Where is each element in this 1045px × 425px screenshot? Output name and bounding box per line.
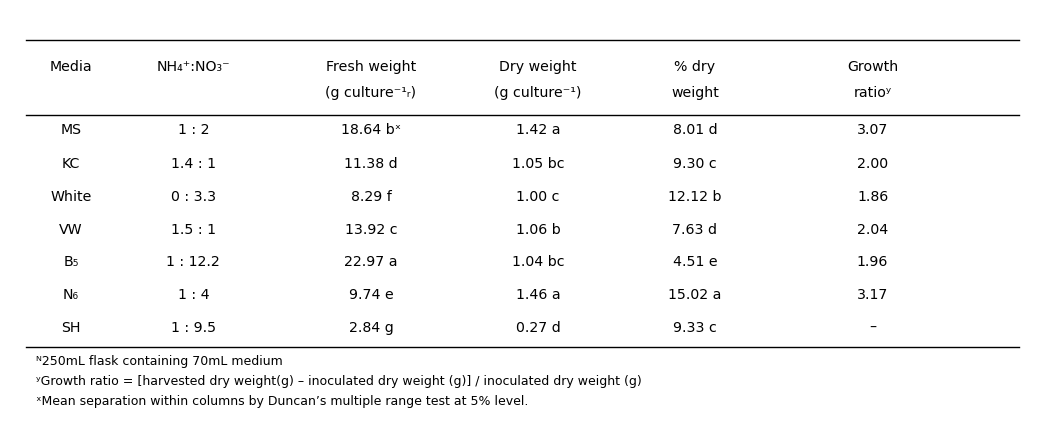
- Text: SH: SH: [62, 321, 80, 335]
- Text: 12.12 b: 12.12 b: [668, 190, 722, 204]
- Text: Media: Media: [50, 60, 92, 74]
- Text: MS: MS: [61, 123, 82, 137]
- Text: ˣMean separation within columns by Duncan’s multiple range test at 5% level.: ˣMean separation within columns by Dunca…: [36, 394, 528, 408]
- Text: 1.04 bc: 1.04 bc: [512, 255, 564, 269]
- Text: KC: KC: [62, 157, 80, 171]
- Text: Fresh weight: Fresh weight: [326, 60, 416, 74]
- Text: (g culture⁻¹): (g culture⁻¹): [494, 86, 582, 100]
- Text: 1.5 : 1: 1.5 : 1: [170, 223, 216, 237]
- Text: 2.84 g: 2.84 g: [349, 321, 393, 335]
- Text: NH₄⁺:NO₃⁻: NH₄⁺:NO₃⁻: [157, 60, 230, 74]
- Text: 1.86: 1.86: [857, 190, 888, 204]
- Text: 1.96: 1.96: [857, 255, 888, 269]
- Text: 9.30 c: 9.30 c: [673, 157, 717, 171]
- Text: 1.05 bc: 1.05 bc: [512, 157, 564, 171]
- Text: (g culture⁻¹ᵣ): (g culture⁻¹ᵣ): [325, 86, 417, 100]
- Text: 8.01 d: 8.01 d: [673, 123, 717, 137]
- Text: Growth: Growth: [846, 60, 899, 74]
- Text: ᴺ250mL flask containing 70mL medium: ᴺ250mL flask containing 70mL medium: [36, 354, 282, 368]
- Text: VW: VW: [60, 223, 83, 237]
- Text: 15.02 a: 15.02 a: [668, 288, 722, 302]
- Text: 1.00 c: 1.00 c: [516, 190, 560, 204]
- Text: 1 : 9.5: 1 : 9.5: [170, 321, 216, 335]
- Text: ʸGrowth ratio = [harvested dry weight(g) – inoculated dry weight (g)] / inoculat: ʸGrowth ratio = [harvested dry weight(g)…: [36, 374, 642, 388]
- Text: 22.97 a: 22.97 a: [344, 255, 398, 269]
- Text: 8.29 f: 8.29 f: [351, 190, 391, 204]
- Text: N₆: N₆: [63, 288, 79, 302]
- Text: 0 : 3.3: 0 : 3.3: [170, 190, 216, 204]
- Text: –: –: [869, 321, 876, 335]
- Text: 1.46 a: 1.46 a: [516, 288, 560, 302]
- Text: 1 : 4: 1 : 4: [178, 288, 209, 302]
- Text: 4.51 e: 4.51 e: [673, 255, 717, 269]
- Text: 1.42 a: 1.42 a: [516, 123, 560, 137]
- Text: ratioʸ: ratioʸ: [854, 86, 891, 100]
- Text: 13.92 c: 13.92 c: [345, 223, 397, 237]
- Text: 18.64 bˣ: 18.64 bˣ: [341, 123, 401, 137]
- Text: 11.38 d: 11.38 d: [344, 157, 398, 171]
- Text: 1 : 2: 1 : 2: [178, 123, 209, 137]
- Text: Dry weight: Dry weight: [500, 60, 577, 74]
- Text: 9.74 e: 9.74 e: [349, 288, 393, 302]
- Text: 2.00: 2.00: [857, 157, 888, 171]
- Text: 7.63 d: 7.63 d: [672, 223, 718, 237]
- Text: 2.04: 2.04: [857, 223, 888, 237]
- Text: 3.17: 3.17: [857, 288, 888, 302]
- Text: 0.27 d: 0.27 d: [516, 321, 560, 335]
- Text: weight: weight: [671, 86, 719, 100]
- Text: 1 : 12.2: 1 : 12.2: [166, 255, 220, 269]
- Text: 1.06 b: 1.06 b: [516, 223, 560, 237]
- Text: 3.07: 3.07: [857, 123, 888, 137]
- Text: 1.4 : 1: 1.4 : 1: [170, 157, 216, 171]
- Text: % dry: % dry: [674, 60, 716, 74]
- Text: B₅: B₅: [64, 255, 78, 269]
- Text: 9.33 c: 9.33 c: [673, 321, 717, 335]
- Text: White: White: [50, 190, 92, 204]
